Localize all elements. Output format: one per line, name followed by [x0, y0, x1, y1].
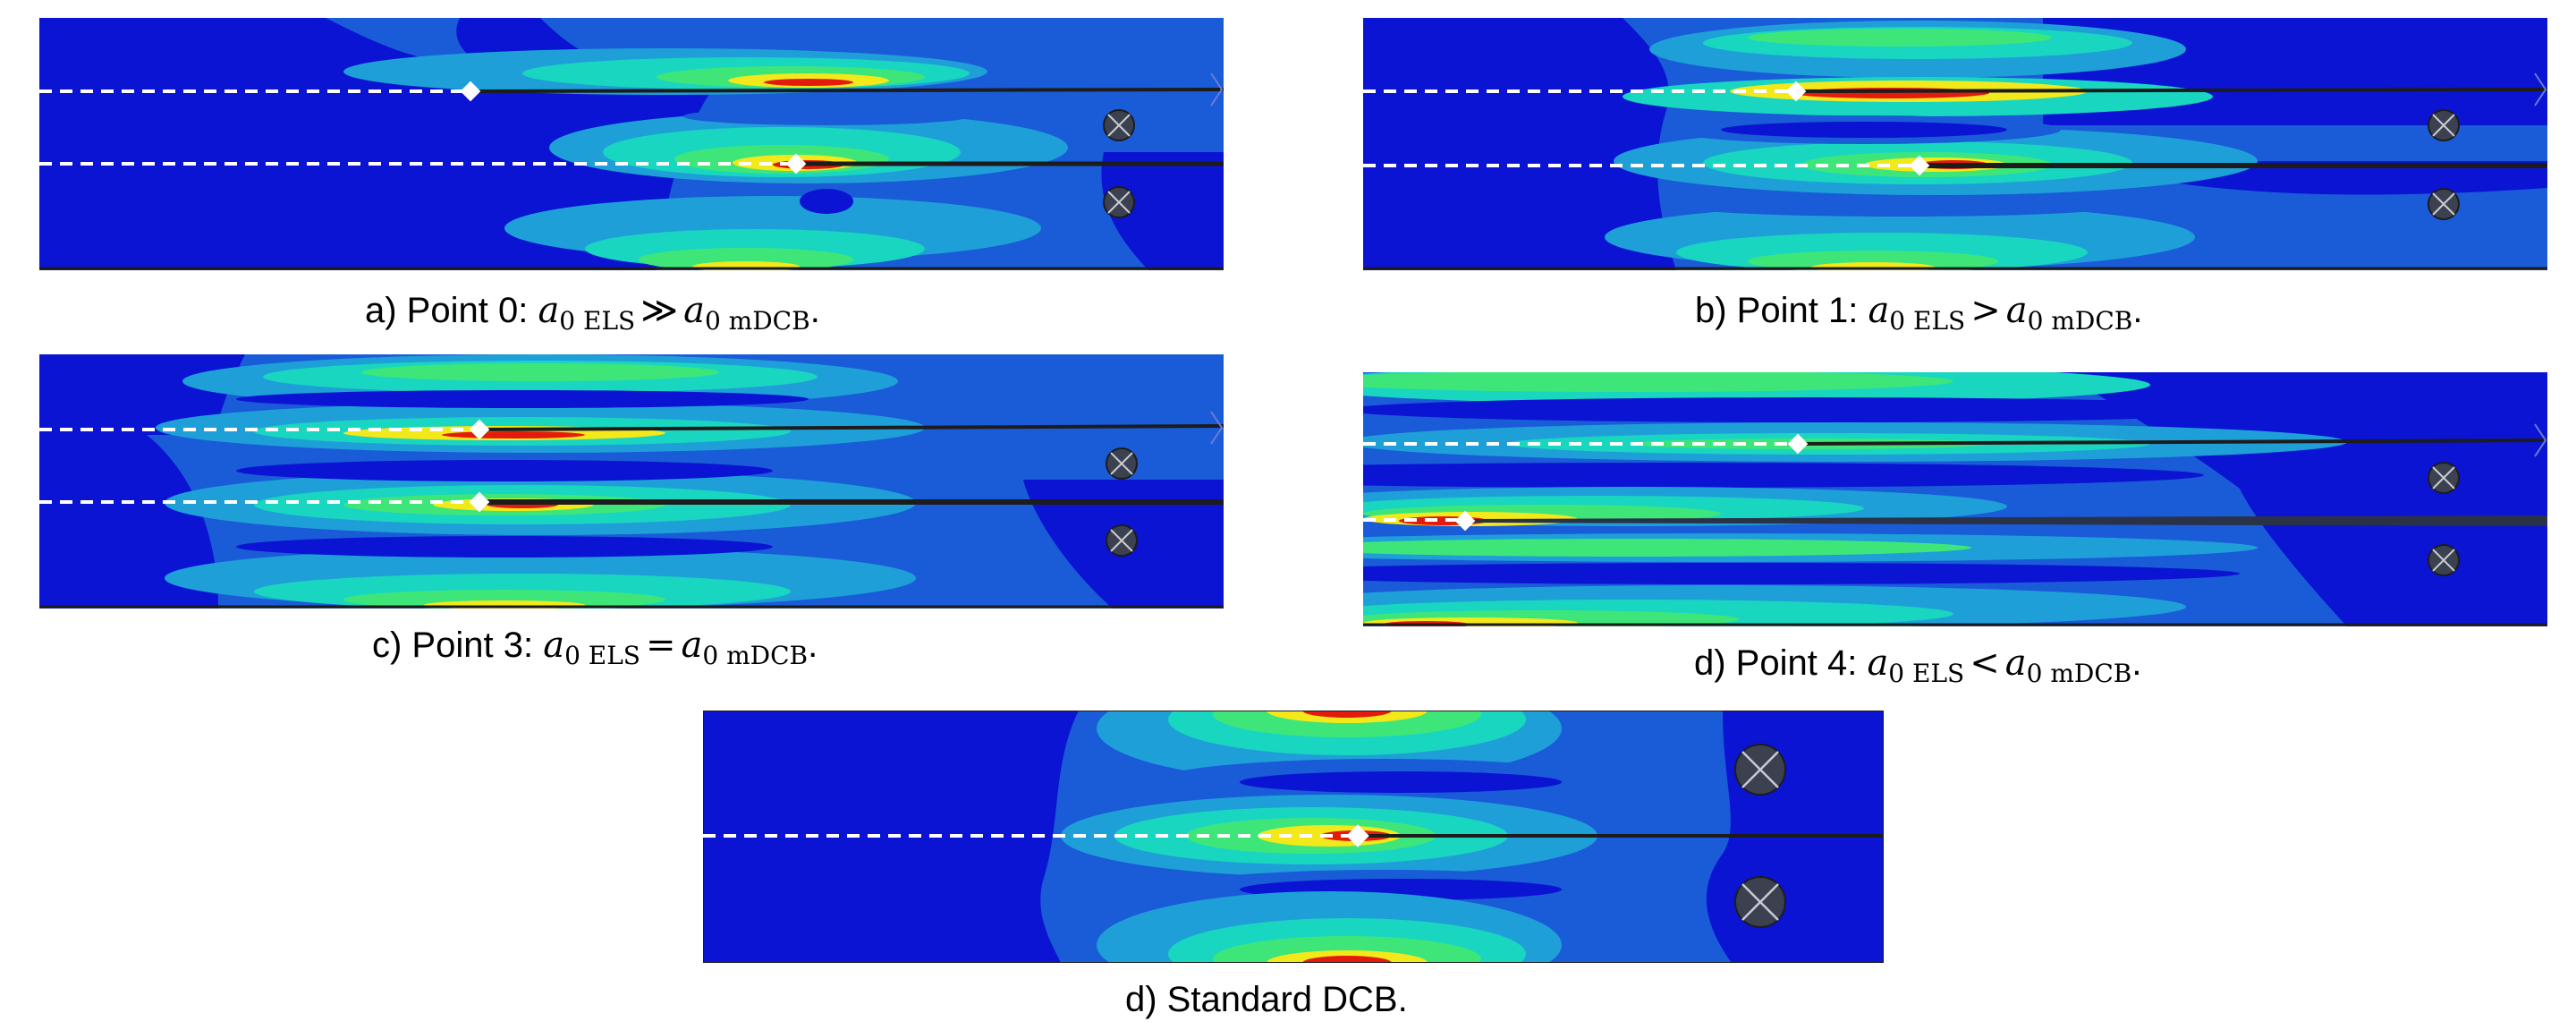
loading-pin-icon: [1103, 186, 1135, 218]
stress-contour: [800, 189, 853, 214]
stress-contour: [1302, 956, 1392, 963]
arm-end-chevron-icon: [1210, 72, 1224, 106]
stress-contour: [1302, 711, 1392, 718]
caption-panel-b: b) Point 1: a0 ELS > a0 mDCB.: [1695, 290, 2143, 336]
panel-a-contour-plot: [39, 18, 1224, 270]
loading-pin-icon: [2428, 544, 2460, 576]
crack-line: [477, 424, 1224, 431]
stress-contour: [236, 460, 773, 481]
panel-c-contour-plot: [39, 354, 1224, 609]
arm-end-chevron-icon: [1210, 411, 1224, 445]
caption-panel-a: a) Point 0: a0 ELS ≫ a0 mDCB.: [365, 290, 820, 336]
crack-line: [468, 88, 1224, 93]
stress-contour: [683, 107, 970, 125]
panel-d-point4-contour-plot: [1363, 372, 2547, 626]
stress-contour: [1240, 771, 1562, 793]
crack-line: [1795, 438, 2547, 446]
stress-contour: [1363, 563, 2240, 584]
stress-contour: [343, 590, 665, 609]
loading-pin-icon: [2428, 109, 2460, 141]
caption-panel-c: c) Point 3: a0 ELS = a0 mDCB.: [372, 625, 818, 670]
stress-contour: [764, 79, 853, 86]
stress-contour: [1363, 397, 2275, 422]
crack-line: [1793, 88, 2547, 93]
loading-pin-icon: [1106, 447, 1138, 480]
loading-pin-icon: [1734, 876, 1786, 928]
crack-tip-marker: [1909, 155, 1930, 176]
panel-b-contour-plot: [1363, 18, 2547, 270]
stress-contour: [1676, 195, 2123, 217]
stress-contour: [1748, 251, 1998, 270]
loading-pin-icon: [2428, 462, 2460, 494]
caption-panel-d-point4: d) Point 4: a0 ELS < a0 mDCB.: [1694, 643, 2142, 688]
arm-end-chevron-icon: [2534, 423, 2547, 457]
stress-contour: [361, 363, 719, 381]
loading-pin-icon: [1103, 109, 1135, 141]
stress-contour: [639, 248, 853, 270]
arm-end-chevron-icon: [2534, 72, 2547, 106]
loading-pin-icon: [1734, 744, 1786, 796]
stress-contour: [1363, 372, 1953, 392]
caption-panel-standard-dcb: d) Standard DCB.: [1125, 980, 1408, 1019]
crack-line: [1463, 515, 2547, 526]
stress-contour: [236, 536, 773, 558]
stress-contour: [236, 390, 809, 408]
stress-contour: [442, 431, 585, 438]
panel-standard-dcb-contour-plot: [703, 711, 1884, 963]
stress-contour: [1721, 122, 2007, 138]
stress-contour: [1363, 463, 2204, 488]
stress-contour: [1363, 539, 1971, 557]
stress-contour: [1748, 29, 2052, 47]
loading-pin-icon: [1106, 524, 1138, 557]
loading-pin-icon: [2428, 188, 2460, 220]
